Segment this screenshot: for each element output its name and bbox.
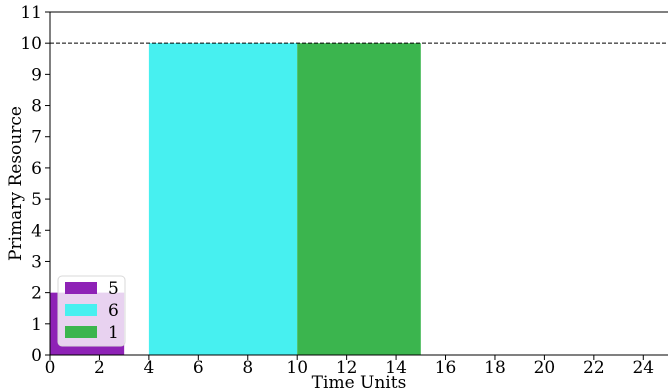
y-tick-label: 6 [31,159,42,179]
y-tick-label: 0 [31,346,42,366]
bars [50,43,421,355]
x-tick-label: 16 [435,358,457,378]
y-tick-label: 4 [31,221,42,241]
y-tick-label: 2 [31,284,42,304]
y-tick-label: 5 [31,190,42,210]
bar-6 [148,43,298,355]
y-tick-label: 1 [31,315,42,335]
x-tick-label: 24 [632,358,654,378]
legend: 561 [57,275,126,347]
bar-1 [297,43,421,355]
legend-swatch-5 [65,282,97,294]
legend-swatch-6 [65,304,97,316]
legend-label-5: 5 [108,279,119,299]
x-axis-label: Time Units [312,373,407,391]
x-tick-label: 14 [385,358,407,378]
x-tick-label: 22 [583,358,605,378]
x-tick-label: 8 [242,358,253,378]
x-tick-label: 12 [336,358,358,378]
x-tick-label: 18 [484,358,506,378]
x-tick-label: 2 [94,358,105,378]
y-tick-label: 9 [31,65,42,85]
x-tick-label: 0 [45,358,56,378]
x-tick-label: 4 [143,358,154,378]
legend-label-1: 1 [108,323,119,343]
y-tick-label: 7 [31,128,42,148]
legend-label-6: 6 [108,301,119,321]
x-tick-label: 10 [286,358,308,378]
x-tick-label: 20 [534,358,556,378]
y-tick-label: 10 [20,34,42,54]
y-tick-label: 3 [31,252,42,272]
legend-swatch-1 [65,326,97,338]
x-tick-label: 6 [193,358,204,378]
y-axis-label: Primary Resource [6,106,26,261]
y-tick-label: 11 [20,3,42,23]
y-tick-label: 8 [31,97,42,117]
